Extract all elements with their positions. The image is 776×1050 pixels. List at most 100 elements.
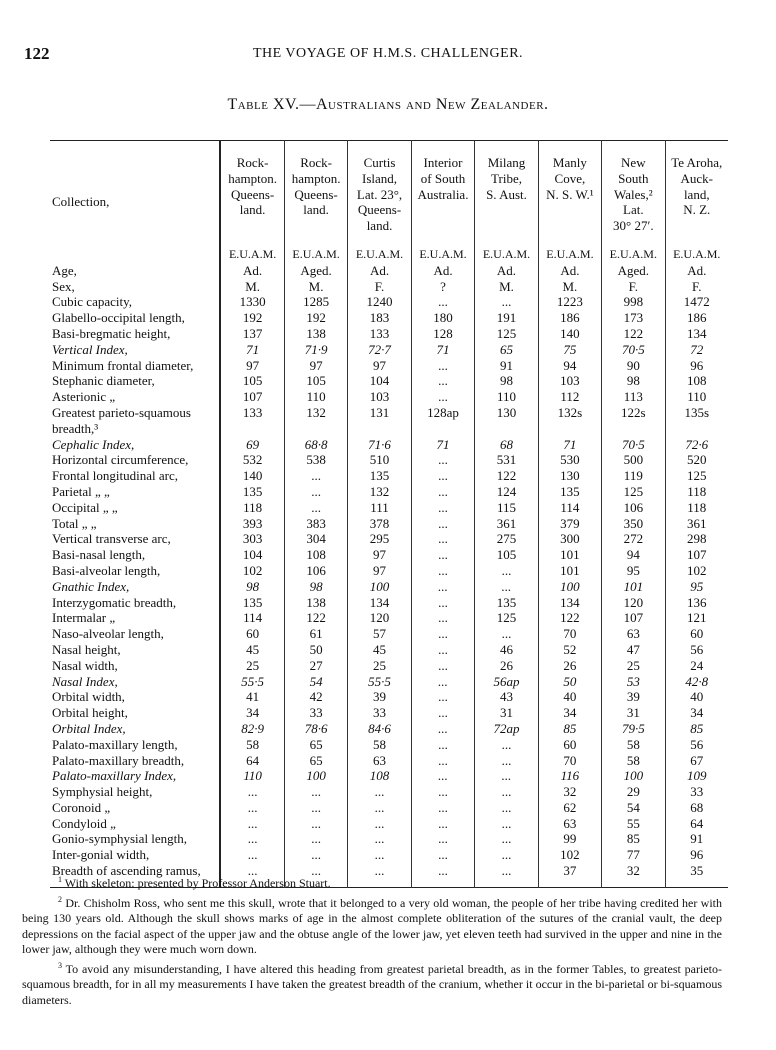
cell: 378 <box>347 515 412 532</box>
table-row: Horizontal circumference, 532 538 510... 531… <box>50 452 728 469</box>
cell: 122 <box>283 610 348 627</box>
cell: 300 <box>537 531 602 548</box>
cell: 192 <box>219 310 285 326</box>
cell: ... <box>219 815 285 832</box>
cell: ... <box>347 784 412 800</box>
cell: 531 <box>474 452 539 469</box>
cell: 104 <box>347 373 412 390</box>
cell: ... <box>410 689 475 706</box>
column-header: New South Wales,² Lat. 30° 27′. <box>601 140 666 247</box>
cell: 71 <box>410 341 475 358</box>
cell: 97 <box>219 357 285 374</box>
cell: 114 <box>219 610 285 627</box>
collection-label: Collection, <box>50 140 222 263</box>
cell: 121 <box>664 610 728 627</box>
cell: ... <box>410 657 475 674</box>
cell: ... <box>283 799 348 816</box>
cell: 34 <box>219 705 285 721</box>
cell: ... <box>410 720 475 737</box>
cell: 133 <box>347 325 412 342</box>
footnote: 3 To avoid any misunderstanding, I have … <box>22 958 722 1009</box>
cell: 26 <box>474 657 539 674</box>
cell: 24 <box>664 657 728 674</box>
cell: 140 <box>537 325 602 342</box>
table-row: Inter-gonial width,............... 102 77 9… <box>50 847 728 864</box>
cell: 71 <box>537 436 602 453</box>
row-label: Nasal width, <box>50 657 222 674</box>
cell: ... <box>410 294 475 311</box>
table-row: Interzygomatic breadth, 135 138 134... 135 13… <box>50 594 728 611</box>
row-label: Naso-alveolar length, <box>50 626 222 642</box>
cell: ... <box>410 768 475 785</box>
cell: ... <box>474 736 539 753</box>
cell: 135s <box>664 404 728 437</box>
cell: 192 <box>283 310 348 326</box>
cell: ... <box>474 863 539 888</box>
cell: 131 <box>347 404 412 437</box>
cell: 510 <box>347 452 412 469</box>
cell: 110 <box>219 768 285 785</box>
cell: 532 <box>219 452 285 469</box>
row-label: Parietal „ „ <box>50 483 222 500</box>
cell: ... <box>410 799 475 816</box>
column-subheader: E.U.A.M. <box>537 247 602 263</box>
cell: ... <box>410 784 475 800</box>
row-label: Cephalic Index, <box>50 436 222 453</box>
table-row: Vertical transverse arc, 303 304 295... 275 3… <box>50 531 728 548</box>
cell: 33 <box>664 784 728 800</box>
cell: F. <box>664 278 728 295</box>
table-row: Naso-alveolar length, 60 61 57...... 70 63 60 <box>50 626 728 642</box>
cell: 113 <box>601 389 666 405</box>
row-label: Vertical transverse arc, <box>50 531 222 548</box>
cell: 98 <box>601 373 666 390</box>
cell: 98 <box>283 578 348 595</box>
row-label: Age, <box>50 262 222 279</box>
column-subheader: E.U.A.M. <box>219 247 285 263</box>
cell: 119 <box>601 468 666 484</box>
cell: 361 <box>474 515 539 532</box>
cell: 82·9 <box>219 720 285 737</box>
cell: 34 <box>537 705 602 721</box>
table-row: Palato-maxillary Index, 110 100 108...... 11… <box>50 768 728 785</box>
cell: ... <box>474 626 539 642</box>
cell: 71·6 <box>347 436 412 453</box>
cell: 70 <box>537 626 602 642</box>
cell: 103 <box>537 373 602 390</box>
cell: 112 <box>537 389 602 405</box>
row-label: Breadth of ascending ramus, <box>50 863 222 888</box>
cell: 120 <box>601 594 666 611</box>
cell: 500 <box>601 452 666 469</box>
footnote-text: Dr. Chisholm Ross, who sent me this skul… <box>22 895 722 957</box>
cell: 31 <box>601 705 666 721</box>
cell: 58 <box>601 752 666 769</box>
row-label: Glabello-occipital length, <box>50 310 222 326</box>
row-label: Vertical Index, <box>50 341 222 358</box>
cell: ... <box>410 452 475 469</box>
cell: 132 <box>283 404 348 437</box>
cell: 50 <box>283 641 348 658</box>
cell: ... <box>219 831 285 848</box>
cell: 55·5 <box>219 673 285 690</box>
cell: 97 <box>347 562 412 579</box>
row-label: Palato-maxillary breadth, <box>50 752 222 769</box>
cell: Ad. <box>537 262 602 279</box>
cell: 91 <box>664 831 728 848</box>
cell: 108 <box>283 547 348 563</box>
cell: ... <box>283 815 348 832</box>
cell: 120 <box>347 610 412 627</box>
cell: 25 <box>601 657 666 674</box>
cell: 95 <box>601 562 666 579</box>
cell: M. <box>474 278 539 295</box>
header-row: Collection, Rock- hampton. Queens- land.… <box>50 140 728 263</box>
cell: Ad. <box>664 262 728 279</box>
cell: 110 <box>283 389 348 405</box>
footnote: 1 With skeleton: presented by Professor … <box>22 872 722 892</box>
cell: ... <box>219 847 285 864</box>
cell: ... <box>283 847 348 864</box>
cell: 105 <box>474 547 539 563</box>
cell: 130 <box>537 468 602 484</box>
cell: 97 <box>347 547 412 563</box>
cell: ... <box>219 784 285 800</box>
cell: 37 <box>537 863 602 888</box>
